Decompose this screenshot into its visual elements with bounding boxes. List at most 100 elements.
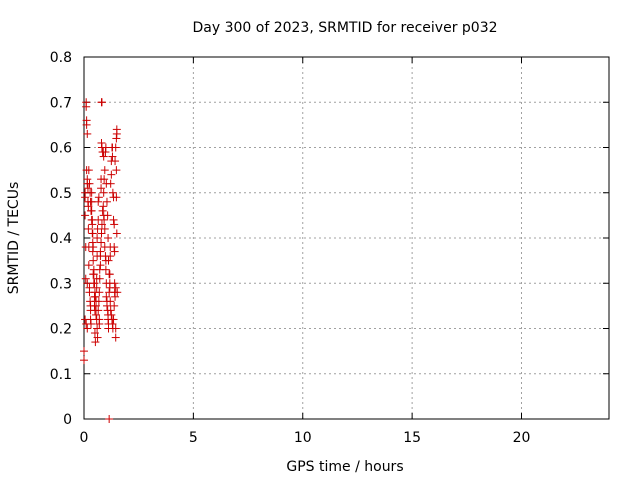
data-point: [95, 288, 104, 297]
data-point: [96, 247, 105, 256]
data-point: [99, 202, 108, 211]
data-point: [102, 197, 111, 206]
y-tick-label: 0.8: [50, 50, 72, 66]
x-axis-label: GPS time / hours: [286, 459, 403, 475]
x-tick-label: 5: [189, 430, 198, 446]
y-axis-label: SRMTID / TECUs: [6, 182, 22, 295]
data-point: [106, 297, 115, 306]
axis-ticks: 0 5 10 15 20 0 0.1 0.2 0.3 0.4 0.5 0.6 0.7 0.8: [50, 50, 609, 446]
data-point: [113, 288, 122, 297]
data-point: [97, 98, 106, 107]
x-tick-label: 20: [513, 430, 531, 446]
data-point: [100, 215, 109, 224]
data-point: [82, 116, 91, 125]
data-point: [83, 129, 92, 138]
data-point: [108, 324, 117, 333]
y-tick-label: 0.6: [50, 141, 72, 157]
data-point: [110, 220, 119, 229]
y-tick-label: 0.3: [50, 276, 72, 292]
data-point: [82, 102, 91, 111]
data-point: [92, 283, 101, 292]
data-point: [92, 310, 101, 319]
data-point: [104, 256, 113, 265]
data-point: [93, 234, 102, 242]
y-tick-label: 0.7: [50, 95, 72, 111]
data-point: [111, 292, 120, 301]
data-point: [110, 301, 119, 310]
data-point: [108, 152, 117, 161]
data-point: [96, 261, 105, 270]
data-point: [99, 188, 108, 197]
y-tick-label: 0: [63, 412, 72, 428]
data-point: [106, 252, 115, 261]
data-point: [86, 188, 95, 197]
data-point: [93, 224, 102, 233]
data-point: [93, 333, 102, 342]
data-point: [81, 211, 90, 220]
data-point: [84, 166, 93, 175]
data-point: [83, 324, 92, 333]
data-point: [80, 356, 88, 365]
data-point: [87, 206, 95, 215]
data-point: [102, 292, 111, 301]
data-point: [90, 279, 99, 288]
data-point: [94, 297, 103, 306]
data-point: [112, 229, 121, 238]
data-point: [97, 229, 106, 238]
data-point: [81, 274, 90, 283]
data-point: [111, 157, 120, 166]
data-point: [101, 143, 110, 152]
data-point: [85, 179, 94, 188]
data-points: [80, 98, 122, 423]
data-point: [93, 324, 102, 333]
data-point: [107, 170, 116, 179]
x-tick-label: 0: [80, 430, 89, 446]
data-point: [112, 166, 121, 175]
y-tick-label: 0.5: [50, 186, 72, 202]
data-point: [94, 306, 103, 315]
data-point: [103, 211, 112, 220]
data-point: [100, 224, 109, 233]
data-point: [91, 292, 100, 301]
data-point: [80, 347, 88, 356]
y-tick-label: 0.4: [50, 231, 72, 247]
data-point: [95, 274, 104, 283]
data-point: [112, 193, 121, 202]
data-point: [99, 152, 108, 161]
data-point: [97, 220, 106, 229]
data-point: [89, 270, 98, 279]
data-point: [112, 125, 121, 134]
grid-lines: [84, 57, 609, 419]
data-point: [94, 193, 103, 202]
data-point: [84, 224, 93, 233]
data-point: [84, 261, 93, 270]
data-point: [105, 283, 114, 292]
data-point: [110, 247, 119, 256]
data-point: [106, 306, 115, 315]
y-tick-label: 0.2: [50, 322, 72, 338]
data-point: [101, 265, 110, 274]
data-point: [91, 338, 100, 347]
chart-title: Day 300 of 2023, SRMTID for receiver p03…: [192, 20, 497, 36]
data-point: [105, 270, 114, 279]
data-point: [111, 333, 120, 342]
data-point: [92, 315, 101, 324]
data-point: [88, 247, 97, 256]
data-point: [100, 166, 109, 175]
data-point: [94, 197, 103, 206]
data-point: [110, 279, 119, 288]
data-point: [111, 143, 120, 152]
data-point: [98, 206, 107, 215]
data-point: [100, 175, 109, 184]
data-point: [104, 234, 113, 242]
data-point: [84, 202, 93, 211]
data-point: [83, 184, 92, 193]
data-point: [88, 229, 97, 238]
data-point: [88, 220, 97, 229]
data-point: [102, 301, 111, 310]
data-point: [89, 256, 98, 265]
data-point: [87, 319, 95, 328]
data-point: [102, 179, 111, 188]
data-point: [97, 238, 106, 247]
